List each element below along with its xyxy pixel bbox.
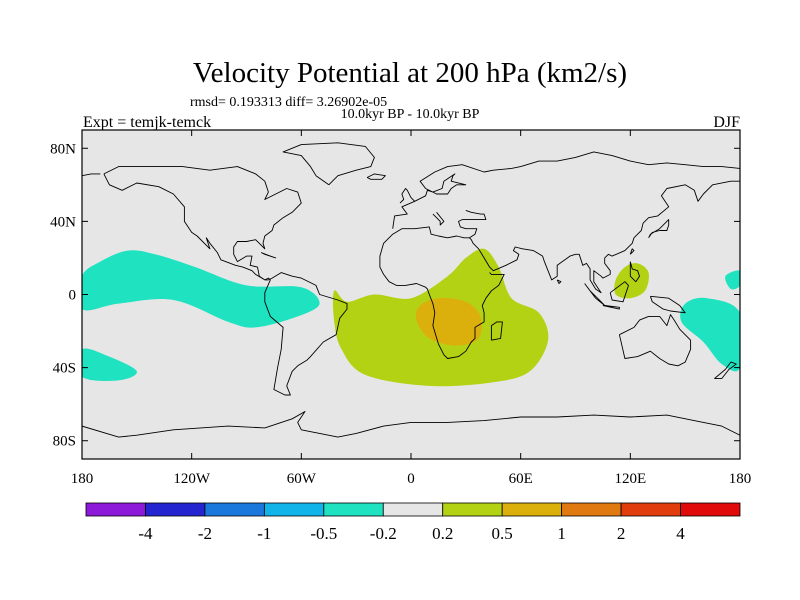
coastline-segment (649, 295, 686, 314)
colorbar-swatch (442, 502, 503, 517)
y-tick-label: 40N (50, 214, 76, 230)
colorbar-label: 0.2 (432, 524, 453, 543)
coastline-segment (714, 361, 737, 380)
coastline-segment (366, 173, 386, 180)
coastlines (82, 142, 740, 438)
colorbar-label: -2 (198, 524, 212, 543)
coastline-segment (584, 283, 606, 306)
coastline-segment (282, 142, 375, 186)
season-label: DJF (713, 114, 740, 131)
x-tick-label: 120E (614, 471, 646, 487)
coastline-segment (103, 166, 348, 396)
coastline-segment (629, 248, 635, 255)
coastline-segment (629, 261, 640, 283)
coastline-segment (392, 151, 740, 229)
colorbar-label: -0.2 (370, 524, 397, 543)
coastline-segment (618, 314, 692, 367)
colorbar-label: 0.5 (492, 524, 513, 543)
region-se-asia-positive (614, 263, 649, 299)
colorbar-swatch (145, 502, 206, 517)
colorbar-label: -4 (138, 524, 153, 543)
stats-text: rmsd= 0.193313 diff= 3.26902e-05 (190, 95, 387, 110)
region-southern-africa-peak (415, 298, 482, 346)
region-south-pacific-negative (82, 348, 137, 382)
y-tick-label: 0 (69, 288, 77, 304)
coastline-segment (648, 219, 670, 239)
period-text: 10.0kyr BP - 10.0kyr BP (341, 107, 480, 122)
coastline-segment (609, 281, 629, 303)
coastline-segment (379, 180, 740, 359)
colorbar-swatch (620, 502, 681, 517)
experiment-label: Expt = temjk-temck (83, 114, 211, 131)
colorbar-label: -1 (257, 524, 271, 543)
region-dateline-east-negative (725, 270, 740, 290)
colorbar-swatch (204, 502, 265, 517)
coastline-segment (490, 321, 503, 341)
colorbar-swatch (680, 502, 741, 517)
coastline-segment (556, 279, 562, 284)
colorbar-label: 4 (676, 524, 685, 543)
region-central-pacific-negative (82, 250, 320, 328)
coastline-segment (260, 252, 277, 259)
colorbar-swatch (382, 502, 444, 517)
chart-title: Velocity Potential at 200 hPa (km2/s) (193, 57, 627, 89)
colorbar-label: -0.5 (310, 524, 337, 543)
x-tick-label: 60W (287, 471, 317, 487)
colorbar-swatch (323, 502, 384, 517)
colorbar-swatch (501, 502, 563, 517)
y-axis: 80N 40N 0 40S 80S (50, 141, 740, 450)
coastline-segment (82, 411, 740, 438)
coastline-segment (458, 209, 487, 239)
colorbar-label: 1 (557, 524, 566, 543)
x-tick-label: 60E (509, 471, 533, 487)
y-tick-label: 80S (53, 434, 76, 450)
region-australia-negative (680, 297, 740, 372)
x-tick-label: 180 (71, 471, 94, 487)
colorbar-swatch (85, 502, 146, 517)
colorbar-label: 2 (617, 524, 626, 543)
coastline-segment (432, 212, 445, 226)
colorbar: -4 -2 -1 -0.5 -0.2 0.2 0.5 1 2 4 (85, 502, 741, 543)
x-tick-label: 180 (729, 471, 752, 487)
shaded-regions (82, 248, 740, 387)
y-tick-label: 80N (50, 141, 76, 157)
coastline-segment (602, 305, 620, 310)
x-tick-label: 0 (407, 471, 415, 487)
coastline-segment (399, 188, 416, 204)
colorbar-swatch (263, 502, 325, 517)
colorbar-swatch (561, 502, 622, 517)
x-tick-label: 120W (173, 471, 211, 487)
coastline-segment (82, 173, 101, 177)
x-axis: 180 120W 60W 0 60E 120E 180 (71, 130, 752, 487)
y-tick-label: 40S (53, 361, 76, 377)
